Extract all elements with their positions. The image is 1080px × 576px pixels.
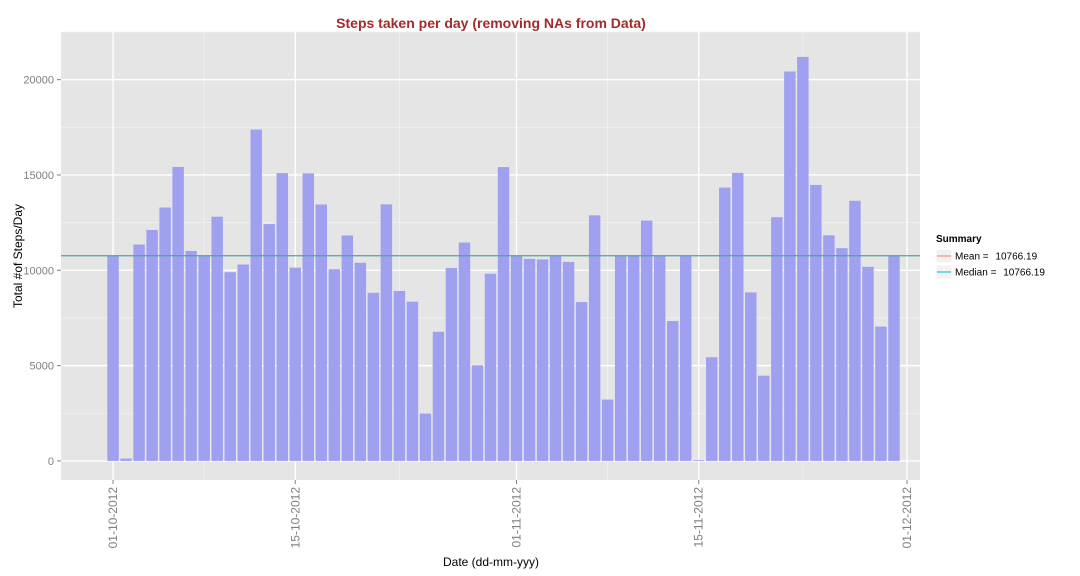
bar: [888, 255, 900, 461]
bar: [432, 331, 445, 461]
bar: [601, 399, 614, 461]
x-axis-title: Date (dd-mm-yyy): [443, 555, 539, 569]
bar: [224, 272, 236, 461]
bar: [185, 250, 197, 461]
bar: [614, 255, 627, 461]
bar: [588, 215, 601, 461]
y-axis: 0 5000 10000 15000 20000: [23, 75, 61, 468]
bar: [263, 224, 275, 461]
y-tick-label: 0: [48, 456, 54, 468]
bar: [693, 460, 705, 461]
bar: [328, 269, 341, 461]
plot-area: [61, 31, 920, 480]
bar: [862, 266, 874, 461]
y-tick-label: 15000: [23, 170, 54, 182]
bar: [380, 204, 393, 461]
bar: [367, 292, 380, 461]
bar: [484, 273, 497, 461]
bar: [771, 217, 783, 461]
bar: [810, 184, 822, 461]
x-tick-label: 01-10-2012: [106, 487, 120, 549]
bar: [745, 292, 757, 461]
bar: [302, 173, 315, 461]
bar: [159, 207, 171, 461]
bar: [640, 220, 653, 461]
legend-label: Mean = 10766.19: [955, 252, 1038, 263]
bar: [549, 255, 562, 461]
bar: [406, 301, 419, 461]
bar: [107, 255, 119, 461]
x-tick-label: 15-10-2012: [288, 487, 302, 549]
legend-series-name: Median =: [955, 268, 999, 279]
bar: [849, 200, 861, 461]
bar: [797, 56, 809, 461]
y-tick-label: 5000: [30, 361, 54, 373]
bar: [732, 172, 744, 461]
y-tick-label: 20000: [23, 75, 54, 87]
bar: [276, 173, 288, 461]
bar: [315, 204, 328, 461]
bar: [575, 302, 588, 461]
x-axis: 01-10-2012 15-10-2012 01-11-2012 15-11-2012…: [106, 480, 914, 548]
bar: [823, 235, 835, 461]
bar: [445, 268, 458, 461]
bar: [120, 458, 132, 461]
bar: [523, 258, 536, 461]
bar: [289, 267, 301, 461]
bar: [471, 365, 484, 461]
bar: [627, 255, 640, 461]
legend-series-value: 10766.19: [1003, 268, 1045, 279]
bar: [198, 255, 210, 461]
bar: [250, 129, 262, 461]
bar: [562, 261, 575, 461]
y-axis-title: Total #of Steps/Day: [11, 204, 25, 308]
bar: [719, 187, 731, 461]
bar: [653, 255, 666, 461]
legend-series-value: 10766.19: [995, 252, 1037, 263]
x-tick-label: 01-11-2012: [510, 487, 524, 548]
bar: [536, 259, 549, 461]
bar: [172, 166, 184, 461]
x-tick-label: 15-11-2012: [692, 487, 706, 548]
bar: [237, 264, 249, 461]
bar: [419, 413, 432, 461]
bar: [211, 216, 223, 461]
bar: [354, 262, 367, 461]
chart-title: Steps taken per day (removing NAs from D…: [336, 15, 646, 31]
bar: [341, 235, 354, 461]
x-tick-label: 01-12-2012: [900, 487, 914, 549]
legend-title: Summary: [936, 234, 982, 245]
bar: [510, 255, 523, 461]
bar: [146, 229, 158, 461]
y-tick-label: 10000: [23, 265, 54, 277]
bar: [393, 290, 406, 461]
bar: [836, 248, 848, 461]
bar: [784, 71, 796, 461]
bar: [666, 321, 679, 461]
bar: [875, 326, 887, 461]
bar: [458, 242, 471, 461]
bar: [133, 244, 145, 461]
bars: [107, 56, 900, 461]
bar: [497, 167, 510, 461]
bar: [758, 375, 770, 461]
legend-series-name: Mean =: [955, 252, 991, 263]
bar: [706, 357, 718, 461]
bar: [680, 255, 692, 461]
legend-label: Median = 10766.19: [955, 268, 1045, 279]
